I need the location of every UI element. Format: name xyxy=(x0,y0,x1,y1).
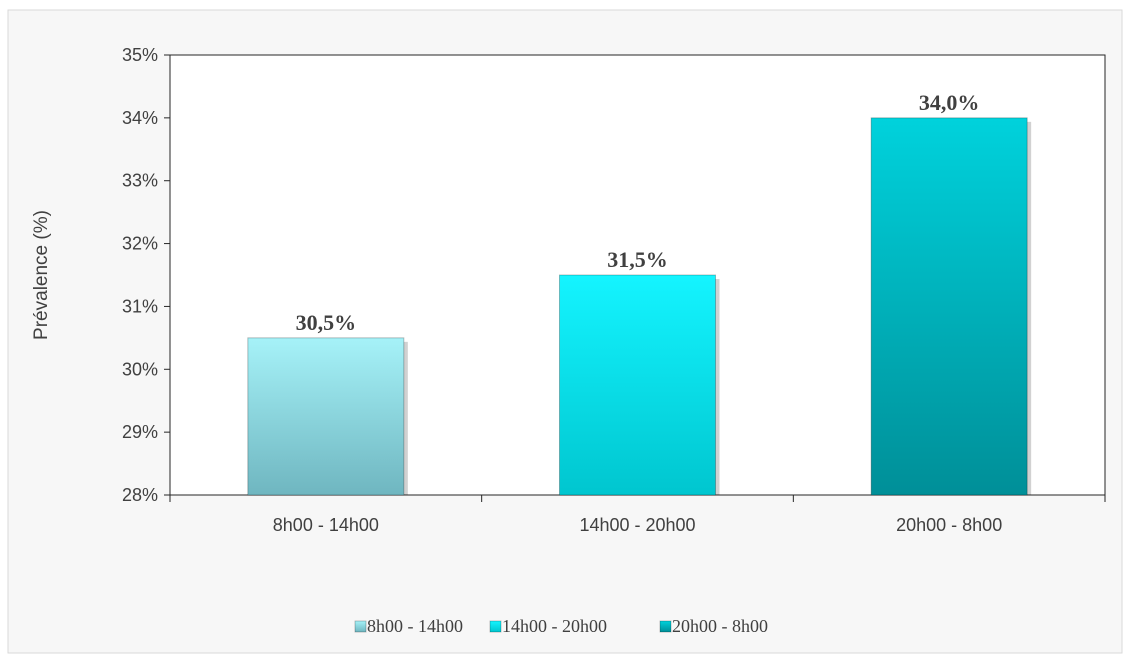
y-tick-label: 30% xyxy=(122,359,158,379)
legend-entry: 8h00 - 14h00 xyxy=(367,616,463,636)
y-tick-label: 31% xyxy=(122,296,158,316)
legend-entry: 14h00 - 20h00 xyxy=(502,616,607,636)
y-tick-label: 28% xyxy=(122,485,158,505)
y-tick-label: 32% xyxy=(122,234,158,254)
data-label: 30,5% xyxy=(296,310,357,335)
legend-swatch xyxy=(659,620,672,633)
legend-swatch xyxy=(489,620,502,633)
x-tick-label: 14h00 - 20h00 xyxy=(579,515,695,535)
bar xyxy=(559,274,716,496)
bar xyxy=(870,117,1028,496)
value-labels-group: 30,5% 31,5% 34,0% xyxy=(296,90,980,335)
legend-swatch xyxy=(354,620,367,633)
y-tick-label: 29% xyxy=(122,422,158,442)
bars-group xyxy=(247,117,1032,496)
x-tick-label: 20h00 - 8h00 xyxy=(896,515,1002,535)
x-axis: 8h00 - 14h00 14h00 - 20h00 20h00 - 8h00 xyxy=(169,495,1106,535)
bar xyxy=(247,337,405,496)
y-axis-title: Prévalence (%) xyxy=(31,210,52,340)
x-tick-label: 8h00 - 14h00 xyxy=(273,515,379,535)
data-label: 31,5% xyxy=(607,247,668,272)
data-label: 34,0% xyxy=(919,90,980,115)
y-axis: 28% 29% 30% 31% 32% 33% 34% 35% xyxy=(122,45,170,505)
y-tick-label: 35% xyxy=(122,45,158,65)
y-tick-label: 33% xyxy=(122,171,158,191)
legend-entry: 20h00 - 8h00 xyxy=(672,616,768,636)
y-tick-label: 34% xyxy=(122,108,158,128)
legend: 8h00 - 14h00 14h00 - 20h00 20h00 - 8h00 xyxy=(354,616,768,636)
